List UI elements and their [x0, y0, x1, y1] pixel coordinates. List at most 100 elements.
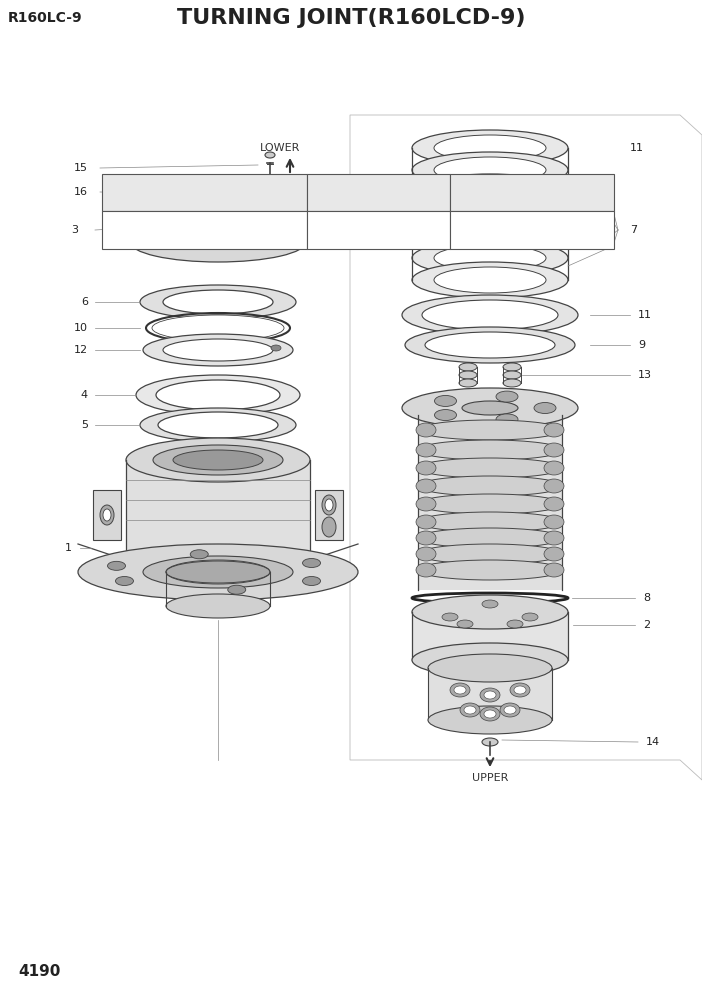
Bar	[126, 460, 310, 560]
Ellipse shape	[325, 499, 333, 511]
Ellipse shape	[480, 707, 500, 721]
Ellipse shape	[450, 683, 470, 697]
Ellipse shape	[428, 706, 552, 734]
Ellipse shape	[496, 414, 518, 425]
Ellipse shape	[434, 223, 546, 249]
Text: Turning joint seal kit: Turning joint seal kit	[148, 225, 260, 235]
Ellipse shape	[428, 654, 552, 682]
Ellipse shape	[522, 613, 538, 621]
Ellipse shape	[130, 222, 306, 262]
Text: 9: 9	[638, 340, 645, 350]
Ellipse shape	[434, 267, 546, 293]
Text: 7: 7	[630, 225, 637, 235]
Ellipse shape	[100, 505, 114, 525]
Ellipse shape	[514, 686, 526, 694]
Ellipse shape	[153, 445, 283, 475]
Ellipse shape	[416, 443, 436, 457]
Ellipse shape	[402, 295, 578, 335]
Ellipse shape	[418, 512, 562, 532]
Text: 1: 1	[65, 543, 72, 553]
Ellipse shape	[303, 576, 321, 585]
Ellipse shape	[412, 196, 568, 232]
Ellipse shape	[418, 560, 562, 580]
Ellipse shape	[322, 495, 336, 515]
Text: 11: 11	[630, 143, 644, 153]
Ellipse shape	[484, 691, 496, 699]
Bar	[102, 211, 307, 249]
Ellipse shape	[416, 531, 436, 545]
Ellipse shape	[227, 585, 246, 594]
Ellipse shape	[416, 461, 436, 475]
Ellipse shape	[434, 201, 546, 227]
Text: 5: 5	[81, 420, 88, 430]
Text: 13: 13	[638, 370, 652, 380]
Text: R160LC-9: R160LC-9	[8, 11, 83, 25]
Ellipse shape	[416, 515, 436, 529]
Ellipse shape	[405, 327, 575, 363]
Bar	[450, 174, 614, 211]
Text: 14: 14	[646, 737, 660, 747]
Ellipse shape	[265, 152, 275, 158]
Ellipse shape	[136, 375, 300, 415]
Text: 31N3-40950: 31N3-40950	[344, 225, 413, 235]
Ellipse shape	[459, 371, 477, 379]
Bar	[315, 490, 343, 540]
Ellipse shape	[482, 600, 498, 608]
Ellipse shape	[418, 494, 562, 514]
Ellipse shape	[434, 179, 546, 205]
Ellipse shape	[416, 547, 436, 561]
Ellipse shape	[544, 531, 564, 545]
Ellipse shape	[143, 334, 293, 366]
Text: 16: 16	[74, 187, 88, 197]
Ellipse shape	[412, 595, 568, 629]
Ellipse shape	[462, 401, 518, 415]
Ellipse shape	[158, 412, 278, 438]
Ellipse shape	[266, 193, 274, 197]
Ellipse shape	[544, 515, 564, 529]
Bar	[418, 415, 562, 590]
Ellipse shape	[418, 544, 562, 564]
Text: LOWER: LOWER	[260, 143, 300, 153]
Ellipse shape	[482, 738, 498, 746]
Bar	[307, 211, 450, 249]
Text: 10: 10	[74, 323, 88, 333]
Ellipse shape	[434, 245, 546, 271]
Ellipse shape	[544, 563, 564, 577]
Ellipse shape	[435, 410, 456, 421]
Ellipse shape	[262, 191, 278, 199]
Ellipse shape	[480, 688, 500, 702]
Ellipse shape	[171, 212, 185, 219]
Ellipse shape	[544, 479, 564, 493]
Ellipse shape	[103, 509, 111, 521]
Bar	[93, 490, 121, 540]
Ellipse shape	[484, 710, 496, 718]
Ellipse shape	[152, 315, 284, 341]
Ellipse shape	[459, 379, 477, 387]
Text: 4: 4	[81, 390, 88, 400]
Ellipse shape	[412, 262, 568, 298]
Ellipse shape	[412, 174, 568, 210]
Ellipse shape	[544, 443, 564, 457]
Ellipse shape	[544, 423, 564, 437]
Text: 11: 11	[638, 310, 652, 320]
Ellipse shape	[418, 458, 562, 478]
Ellipse shape	[510, 683, 530, 697]
Ellipse shape	[130, 208, 306, 248]
Ellipse shape	[156, 232, 170, 239]
Ellipse shape	[173, 450, 263, 470]
Ellipse shape	[166, 594, 270, 618]
Ellipse shape	[418, 476, 562, 496]
Ellipse shape	[163, 339, 273, 361]
Ellipse shape	[460, 703, 480, 717]
Ellipse shape	[496, 391, 518, 402]
Bar	[450, 211, 614, 249]
Text: 2: 2	[643, 620, 650, 630]
Text: 4190: 4190	[18, 964, 60, 979]
Text: 15: 15	[74, 163, 88, 173]
Text: 12: 12	[74, 345, 88, 355]
Ellipse shape	[434, 135, 546, 161]
Ellipse shape	[418, 440, 562, 460]
Ellipse shape	[442, 613, 458, 621]
Ellipse shape	[416, 479, 436, 493]
Ellipse shape	[425, 332, 555, 358]
